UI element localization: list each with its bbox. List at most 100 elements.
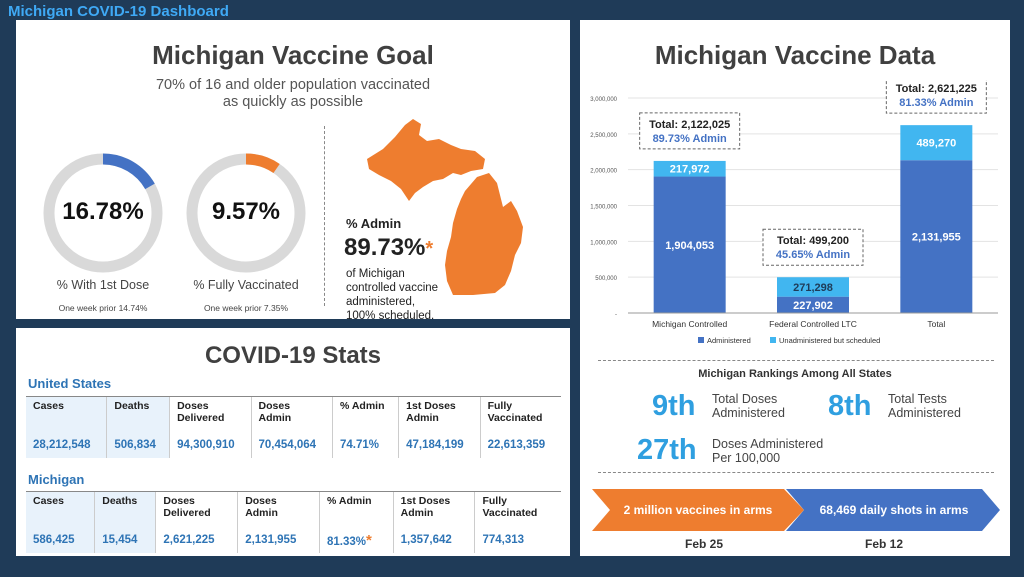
- header-cases: Cases: [33, 495, 64, 507]
- y-tick-label: 1,000,000: [590, 240, 617, 246]
- total-callout-box: [639, 112, 741, 150]
- bar-administered: [777, 296, 849, 313]
- us-first-doses: 47,184,199: [398, 432, 481, 458]
- us-header-cases: Cases: [26, 396, 107, 432]
- admin-asterisk: *: [425, 238, 434, 260]
- rank-title: Michigan Rankings Among All States: [698, 368, 892, 380]
- x-category-label: Total: [927, 319, 945, 329]
- rank-2-line1: Total Tests: [888, 392, 947, 406]
- us-doses-admin: 70,454,064: [250, 432, 333, 458]
- milestone-2-date: Feb 12: [865, 537, 904, 551]
- total-callout-line1: Total: 499,200: [777, 235, 849, 247]
- total-callout-line1: Total: 2,621,225: [896, 83, 977, 95]
- fully-vaccinated-label: % Fully Vaccinated: [193, 278, 299, 292]
- vaccine-goal-panel: Michigan Vaccine Goal 70% of 16 and olde…: [16, 20, 570, 322]
- x-category-label: Federal Controlled LTC: [769, 319, 857, 329]
- total-callout-line1: Total: 2,122,025: [649, 119, 730, 131]
- total-callout-line2: 89.73% Admin: [653, 133, 727, 145]
- us-cases: 28,212,548: [26, 432, 107, 458]
- us-stats-table: Cases Deaths Doses Delivered Doses Admin %…: [26, 396, 561, 458]
- header-first-doses-l1: 1st Doses: [406, 400, 456, 412]
- rank-3-line2: Per 100,000: [712, 451, 781, 465]
- rank-2-num: 8th: [828, 390, 872, 422]
- header-delivered-l1: Doses: [163, 495, 195, 507]
- us-doses-delivered: 94,300,910: [169, 432, 252, 458]
- rank-divider-top: [598, 360, 994, 361]
- mi-header-pct-admin: % Admin: [319, 491, 394, 527]
- admin-label: % Admin: [346, 216, 402, 231]
- mi-pct-admin-cell: 81.33%*: [319, 527, 394, 553]
- mi-doses-delivered: 2,621,225: [155, 527, 238, 553]
- rank-1-line2: Administered: [712, 406, 785, 420]
- mi-first-doses: 1,357,642: [392, 527, 475, 553]
- mi-header-deaths: Deaths: [94, 491, 156, 527]
- goal-title: Michigan Vaccine Goal: [152, 40, 434, 70]
- us-header-admin: Doses Admin: [250, 396, 333, 432]
- us-pct-admin: 74.71%: [331, 432, 399, 458]
- bar-unadministered: [900, 125, 973, 161]
- first-dose-label: % With 1st Dose: [56, 278, 150, 292]
- fully-vaccinated-donut: [186, 153, 306, 273]
- milestone-arrows: 2 million vaccines in arms 68,469 daily …: [592, 489, 1000, 531]
- header-first-doses-l2: Admin: [406, 412, 439, 424]
- vdata-title: Michigan Vaccine Data: [654, 40, 936, 70]
- bar-administered-label: 1,904,053: [665, 240, 714, 252]
- y-tick-label: 1,500,000: [590, 205, 617, 211]
- header-admin-l1: Doses: [258, 400, 291, 412]
- rank-3-line1: Doses Administered: [712, 437, 824, 451]
- goal-divider: [324, 126, 325, 306]
- vaccine-data-panel: Michigan Vaccine Data - 500,000 1,000,000 1…: [580, 20, 1010, 556]
- milestone-1-text: 2 million vaccines in arms: [624, 503, 773, 517]
- admin-value: 89.73%: [344, 234, 426, 261]
- legend-swatch-unadministered: [770, 337, 776, 343]
- rank-2-line2: Administered: [888, 406, 961, 420]
- mi-deaths: 15,454: [94, 527, 156, 553]
- bar-unadministered: [777, 277, 849, 297]
- header-fully-l1: Fully: [482, 495, 507, 507]
- y-tick-label: 500,000: [595, 276, 617, 282]
- mi-header-fully: Fully Vaccinated: [474, 491, 561, 527]
- total-callout-line2: 81.33% Admin: [899, 97, 973, 109]
- milestone-arrow-2: [786, 489, 1000, 531]
- header-fully-l1: Fully: [487, 400, 513, 412]
- mi-pct-admin: 81.33%: [327, 535, 367, 548]
- first-dose-note: One week prior 14.74%: [58, 303, 148, 313]
- first-dose-value: 16.78%: [62, 198, 144, 225]
- us-header-delivered: Doses Delivered: [169, 396, 252, 432]
- total-callout-box: [762, 228, 864, 266]
- bar-unadministered-label: 271,298: [793, 282, 833, 294]
- milestone-2-text: 68,469 daily shots in arms: [820, 503, 969, 517]
- fully-vaccinated-note: One week prior 7.35%: [203, 303, 289, 313]
- mi-header-cases: Cases: [26, 491, 95, 527]
- admin-note-line2: controlled vaccine: [346, 282, 439, 294]
- mi-doses-admin: 2,131,955: [237, 527, 320, 553]
- header-delivered-l2: Delivered: [163, 507, 211, 519]
- milestone-1-date: Feb 25: [685, 537, 724, 551]
- covid-stats-panel: COVID-19 Stats United States Cases Death…: [16, 328, 570, 556]
- header-fully-l2: Vaccinated: [487, 412, 543, 424]
- us-header-deaths: Deaths: [106, 396, 170, 432]
- admin-note: of Michigan controlled vaccine administe…: [346, 267, 456, 323]
- mi-fully-vaccinated: 774,313: [474, 527, 561, 553]
- bar-unadministered-label: 217,972: [670, 164, 710, 176]
- bar-administered-label: 2,131,955: [912, 232, 961, 244]
- header-first-doses-l1: 1st Doses: [400, 495, 451, 507]
- mi-header-first-doses: 1st Doses Admin: [392, 491, 475, 527]
- bar-unadministered: [653, 160, 726, 177]
- y-tick-label: 3,000,000: [590, 97, 617, 103]
- bar-administered: [653, 176, 726, 313]
- mi-pct-asterisk: *: [366, 531, 372, 549]
- us-header-fully: Fully Vaccinated: [479, 396, 561, 432]
- mi-cases: 586,425: [26, 527, 95, 553]
- us-label: United States: [28, 376, 112, 391]
- michigan-stats-table: Cases Deaths Doses Delivered Doses Admin %…: [26, 491, 561, 553]
- admin-note-line1: of Michigan: [346, 268, 405, 280]
- first-dose-donut: [43, 153, 163, 273]
- rank-1-line1: Total Doses: [712, 392, 778, 406]
- header-admin-l2: Admin: [258, 412, 292, 424]
- header-cases: Cases: [33, 400, 64, 412]
- us-header-pct-admin: % Admin: [331, 396, 399, 432]
- rank-divider-bottom: [598, 472, 994, 473]
- dashboard-title: Michigan COVID-19 Dashboard: [8, 3, 229, 20]
- legend-label-unadministered: Unadministered but scheduled: [779, 336, 880, 345]
